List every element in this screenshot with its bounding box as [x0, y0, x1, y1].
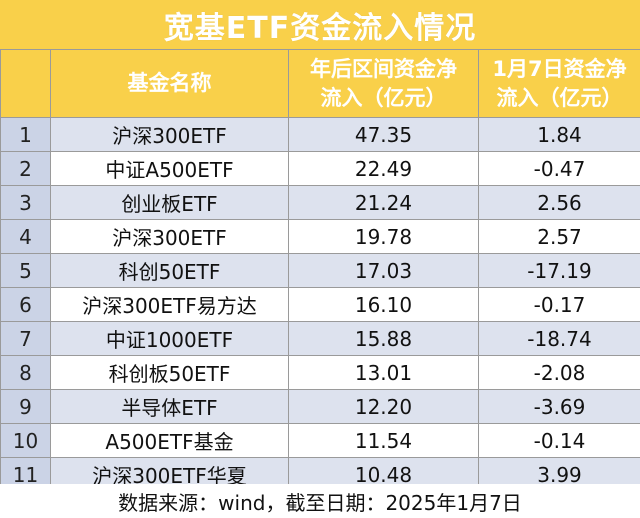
fund-name-cell: 中证1000ETF — [50, 321, 289, 356]
jan7-inflow-cell: 2.57 — [478, 219, 640, 254]
postholiday-inflow-cell: 13.01 — [288, 355, 479, 390]
table-row: 9 半导体ETF 12.20 -3.69 — [0, 389, 640, 424]
jan7-inflow-cell: -17.19 — [478, 253, 640, 288]
header-index-cell — [0, 49, 51, 118]
etf-flow-table: 基金名称 年后区间资金净 流入（亿元） 1月7日资金净 流入（亿元） 1 沪深30… — [0, 49, 640, 492]
header-jan7-inflow: 1月7日资金净 流入（亿元） — [478, 49, 640, 118]
table-body: 1 沪深300ETF 47.35 1.84 2 中证A500ETF 22.49 -0.47 3 创… — [0, 117, 640, 492]
table-row: 3 创业板ETF 21.24 2.56 — [0, 185, 640, 220]
fund-name-cell: 创业板ETF — [50, 185, 289, 220]
table-row: 8 科创板50ETF 13.01 -2.08 — [0, 355, 640, 390]
row-index-cell: 3 — [0, 185, 51, 220]
table-row: 6 沪深300ETF易方达 16.10 -0.17 — [0, 287, 640, 322]
jan7-inflow-cell: -0.47 — [478, 151, 640, 186]
table-header-row: 基金名称 年后区间资金净 流入（亿元） 1月7日资金净 流入（亿元） — [0, 49, 640, 118]
postholiday-inflow-cell: 17.03 — [288, 253, 479, 288]
jan7-inflow-cell: -3.69 — [478, 389, 640, 424]
postholiday-inflow-cell: 12.20 — [288, 389, 479, 424]
jan7-inflow-cell: -2.08 — [478, 355, 640, 390]
jan7-inflow-cell: -0.14 — [478, 423, 640, 458]
header-postholiday-inflow: 年后区间资金净 流入（亿元） — [288, 49, 479, 118]
row-index-cell: 10 — [0, 423, 51, 458]
source-footnote: 数据来源：wind，截至日期：2025年1月7日 — [0, 484, 640, 518]
postholiday-inflow-cell: 16.10 — [288, 287, 479, 322]
jan7-inflow-cell: -18.74 — [478, 321, 640, 356]
jan7-inflow-cell: 1.84 — [478, 117, 640, 152]
row-index-cell: 6 — [0, 287, 51, 322]
postholiday-inflow-cell: 22.49 — [288, 151, 479, 186]
row-index-cell: 1 — [0, 117, 51, 152]
table-row: 2 中证A500ETF 22.49 -0.47 — [0, 151, 640, 186]
row-index-cell: 9 — [0, 389, 51, 424]
fund-name-cell: 半导体ETF — [50, 389, 289, 424]
header-postholiday-line1: 年后区间资金净 — [310, 56, 457, 81]
header-jan7-line1: 1月7日资金净 — [492, 56, 627, 81]
table-row: 4 沪深300ETF 19.78 2.57 — [0, 219, 640, 254]
fund-name-cell: 沪深300ETF — [50, 117, 289, 152]
table-row: 7 中证1000ETF 15.88 -18.74 — [0, 321, 640, 356]
row-index-cell: 7 — [0, 321, 51, 356]
row-index-cell: 2 — [0, 151, 51, 186]
table-row: 5 科创50ETF 17.03 -17.19 — [0, 253, 640, 288]
postholiday-inflow-cell: 47.35 — [288, 117, 479, 152]
postholiday-inflow-cell: 11.54 — [288, 423, 479, 458]
fund-name-cell: 科创50ETF — [50, 253, 289, 288]
postholiday-inflow-cell: 15.88 — [288, 321, 479, 356]
postholiday-inflow-cell: 19.78 — [288, 219, 479, 254]
fund-name-cell: 科创板50ETF — [50, 355, 289, 390]
jan7-inflow-cell: -0.17 — [478, 287, 640, 322]
table-row: 1 沪深300ETF 47.35 1.84 — [0, 117, 640, 152]
postholiday-inflow-cell: 21.24 — [288, 185, 479, 220]
fund-name-cell: 沪深300ETF — [50, 219, 289, 254]
fund-name-cell: A500ETF基金 — [50, 423, 289, 458]
row-index-cell: 5 — [0, 253, 51, 288]
header-jan7-line2: 流入（亿元） — [496, 85, 623, 110]
header-fund-name: 基金名称 — [50, 49, 289, 118]
header-postholiday-line2: 流入（亿元） — [320, 85, 447, 110]
table-row: 10 A500ETF基金 11.54 -0.14 — [0, 423, 640, 458]
row-index-cell: 4 — [0, 219, 51, 254]
jan7-inflow-cell: 2.56 — [478, 185, 640, 220]
sheet-title: 宽基ETF资金流入情况 — [0, 0, 640, 50]
row-index-cell: 8 — [0, 355, 51, 390]
fund-name-cell: 沪深300ETF易方达 — [50, 287, 289, 322]
fund-name-cell: 中证A500ETF — [50, 151, 289, 186]
